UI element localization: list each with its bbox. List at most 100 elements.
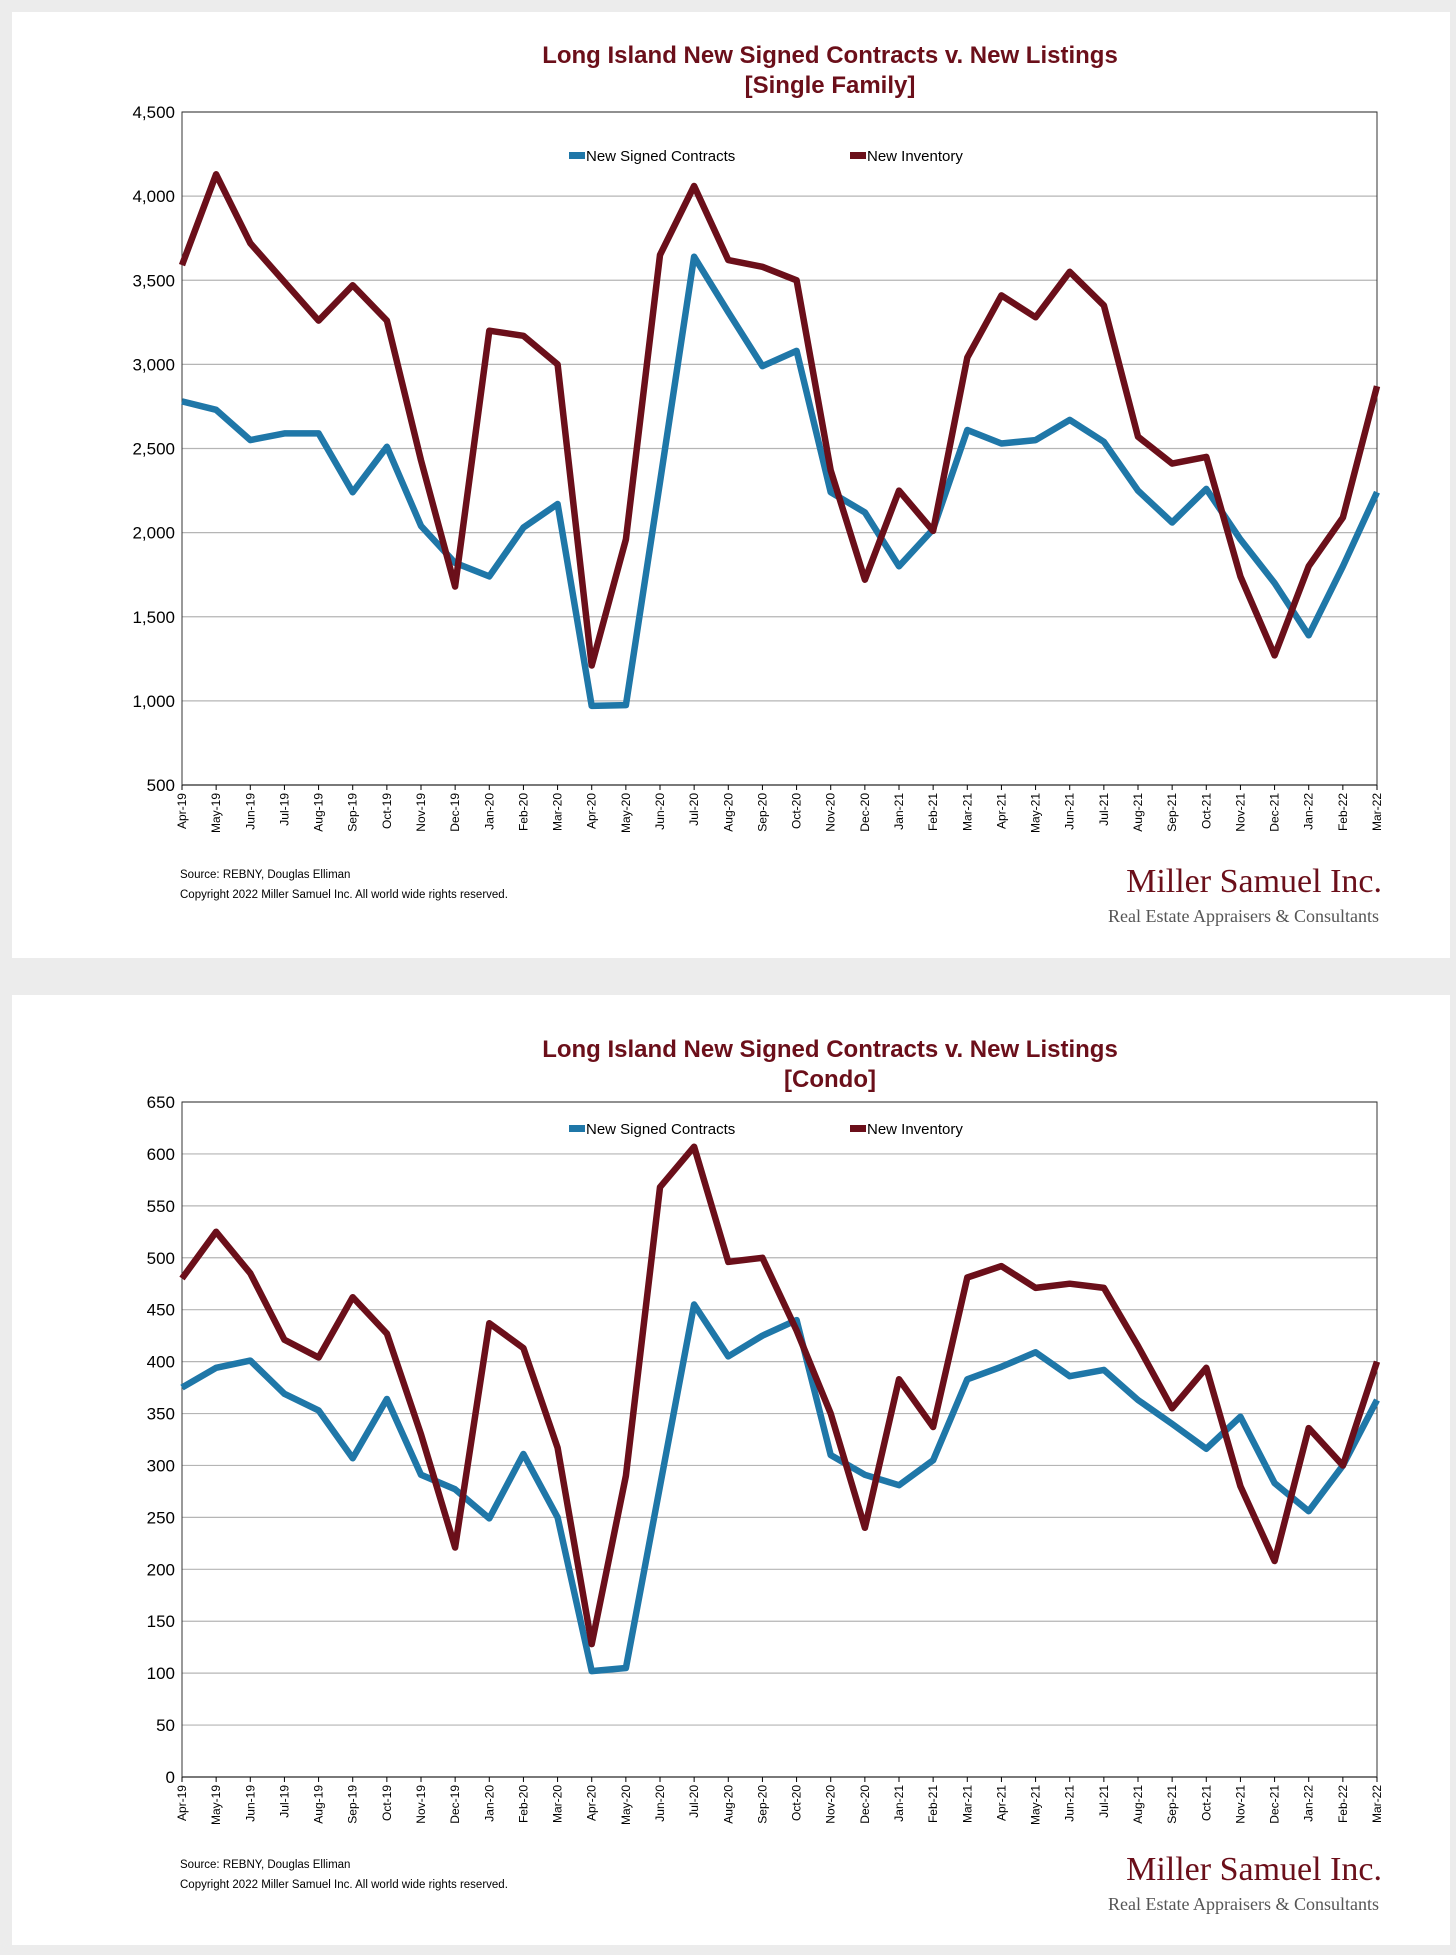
x-tick-label: Sep-19 <box>346 1785 360 1824</box>
x-tick-label: Mar-22 <box>1370 793 1384 831</box>
x-tick-label: Dec-20 <box>858 793 872 832</box>
x-tick-label: Nov-20 <box>824 1785 838 1824</box>
contracts-line <box>181 253 1380 710</box>
x-tick-label: Mar-21 <box>960 1785 974 1823</box>
legend-swatch <box>850 152 866 159</box>
copyright-note: Copyright 2022 Miller Samuel Inc. All wo… <box>180 889 508 901</box>
condo-chart: Long Island New Signed Contracts v. New … <box>147 1036 1384 1914</box>
x-tick-label: Oct-19 <box>380 1785 394 1821</box>
x-tick-label: May-20 <box>619 793 633 833</box>
y-tick-label: 350 <box>147 1405 175 1424</box>
copyright-note: Copyright 2022 Miller Samuel Inc. All wo… <box>180 1879 508 1891</box>
y-tick-label: 250 <box>147 1508 175 1527</box>
x-tick-label: Oct-20 <box>790 1785 804 1821</box>
legend-swatch <box>850 1125 866 1132</box>
x-tick-label: Dec-21 <box>1268 1785 1282 1824</box>
x-tick-label: Sep-20 <box>755 1785 769 1824</box>
y-tick-label: 100 <box>147 1664 175 1683</box>
x-tick-label: Nov-20 <box>824 793 838 832</box>
plot-area-border <box>181 1101 1378 1778</box>
logo-tagline: Real Estate Appraisers & Consultants <box>1108 1894 1379 1914</box>
x-tick-label: Dec-19 <box>448 1785 462 1824</box>
x-tick-label: Jun-21 <box>1063 1785 1077 1822</box>
y-tick-label: 500 <box>147 776 175 795</box>
x-tick-label: Sep-19 <box>346 793 360 832</box>
x-tick-label: Oct-19 <box>380 793 394 829</box>
x-tick-label: Feb-21 <box>926 1785 940 1823</box>
x-tick-label: May-19 <box>209 793 223 833</box>
chart-title: Long Island New Signed Contracts v. New … <box>542 1036 1118 1063</box>
logo-name: Miller Samuel Inc. <box>1126 863 1382 900</box>
chart-subtitle: [Condo] <box>784 1066 876 1093</box>
inventory-line <box>179 1143 1381 1648</box>
x-tick-label: Mar-22 <box>1370 1785 1384 1823</box>
x-tick-label: Jul-19 <box>277 793 291 826</box>
y-tick-label: 300 <box>147 1456 175 1475</box>
x-tick-label: Nov-19 <box>414 1785 428 1824</box>
x-tick-label: Nov-19 <box>414 793 428 832</box>
x-tick-label: Jul-21 <box>1097 793 1111 826</box>
source-note: Source: REBNY, Douglas Elliman <box>180 869 350 881</box>
logo-tagline: Real Estate Appraisers & Consultants <box>1108 906 1379 926</box>
x-tick-label: May-20 <box>619 1785 633 1825</box>
chart-subtitle: [Single Family] <box>745 72 916 99</box>
condo-chart-card: Long Island New Signed Contracts v. New … <box>12 995 1450 1945</box>
x-tick-label: Feb-21 <box>926 793 940 831</box>
plot-area-border <box>181 111 1378 786</box>
x-tick-label: Nov-21 <box>1233 793 1247 832</box>
x-tick-label: Jul-19 <box>277 1785 291 1818</box>
x-tick-label: Mar-20 <box>551 1785 565 1823</box>
x-tick-label: May-21 <box>1029 1785 1043 1825</box>
y-tick-label: 4,000 <box>132 187 175 206</box>
x-tick-label: Dec-21 <box>1268 793 1282 832</box>
x-tick-label: May-19 <box>209 1785 223 1825</box>
x-tick-label: Jan-21 <box>892 1785 906 1822</box>
x-tick-label: Jun-20 <box>653 793 667 830</box>
legend-swatch <box>569 152 585 159</box>
x-tick-label: Feb-20 <box>516 1785 530 1823</box>
y-tick-label: 500 <box>147 1249 175 1268</box>
x-tick-label: Apr-21 <box>994 1785 1008 1821</box>
y-tick-label: 2,000 <box>132 524 175 543</box>
logo-name: Miller Samuel Inc. <box>1126 1851 1382 1888</box>
x-tick-label: Jun-21 <box>1063 793 1077 830</box>
x-tick-label: Apr-20 <box>585 793 599 829</box>
legend-label: New Signed Contracts <box>586 148 735 165</box>
x-tick-label: Jul-20 <box>687 1785 701 1818</box>
x-tick-label: Oct-21 <box>1199 1785 1213 1821</box>
x-tick-label: Oct-21 <box>1199 793 1213 829</box>
y-tick-label: 1,500 <box>132 608 175 627</box>
x-tick-label: Jul-20 <box>687 793 701 826</box>
x-tick-label: Jun-20 <box>653 1785 667 1822</box>
x-tick-label: Apr-21 <box>994 793 1008 829</box>
x-tick-label: Apr-20 <box>585 1785 599 1821</box>
x-tick-label: Dec-20 <box>858 1785 872 1824</box>
y-tick-label: 650 <box>147 1093 175 1112</box>
x-tick-label: Dec-19 <box>448 793 462 832</box>
source-note: Source: REBNY, Douglas Elliman <box>180 1859 350 1871</box>
x-tick-label: Aug-21 <box>1131 1785 1145 1824</box>
chart-title: Long Island New Signed Contracts v. New … <box>542 42 1118 69</box>
x-tick-label: Feb-20 <box>516 793 530 831</box>
x-tick-label: Sep-20 <box>755 793 769 832</box>
x-tick-label: Aug-20 <box>721 1785 735 1824</box>
x-tick-label: Feb-22 <box>1336 793 1350 831</box>
x-tick-label: Jun-19 <box>243 793 257 830</box>
legend-swatch <box>569 1125 585 1132</box>
y-tick-label: 2,500 <box>132 440 175 459</box>
y-tick-label: 0 <box>166 1768 175 1787</box>
legend-label: New Inventory <box>867 148 963 165</box>
legend-label: New Inventory <box>867 1121 963 1138</box>
y-tick-label: 550 <box>147 1197 175 1216</box>
y-tick-label: 3,000 <box>132 355 175 374</box>
x-tick-label: Jan-21 <box>892 793 906 830</box>
x-tick-label: Nov-21 <box>1233 1785 1247 1824</box>
x-tick-label: Jan-20 <box>482 793 496 830</box>
x-tick-label: Apr-19 <box>175 793 189 829</box>
contracts-line <box>180 1301 1380 1675</box>
x-tick-label: Jan-22 <box>1302 793 1316 830</box>
y-tick-label: 450 <box>147 1301 175 1320</box>
x-tick-label: May-21 <box>1029 793 1043 833</box>
x-tick-label: Aug-19 <box>312 793 326 832</box>
x-tick-label: Sep-21 <box>1165 793 1179 832</box>
